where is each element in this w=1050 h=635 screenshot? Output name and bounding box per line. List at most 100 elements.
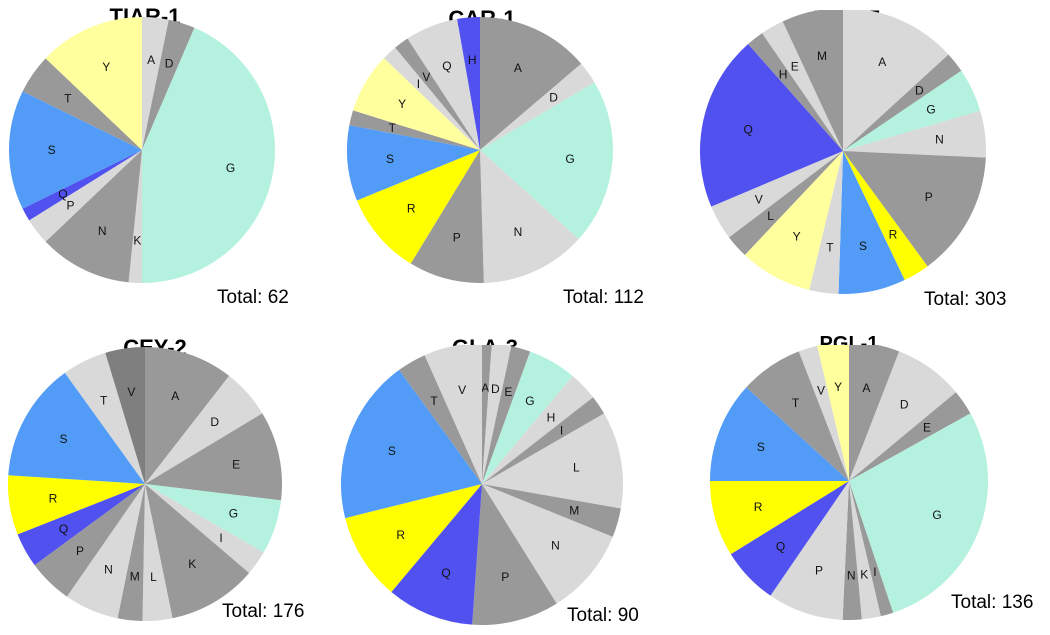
pie-slice-label-e: E (504, 385, 512, 399)
pie-slice-n (45, 150, 142, 283)
total-label-gla-3: Total: 90 (567, 605, 639, 626)
pie-slice-m (117, 484, 145, 621)
pie-slice-v (798, 345, 849, 481)
pie-slice-label-k: K (860, 567, 868, 581)
pie-slice-label-q: Q (776, 539, 785, 553)
pie-slice-label-r: R (396, 528, 405, 542)
pie-slice-label-d: D (915, 84, 924, 98)
pie-slice-label-p: P (453, 230, 461, 244)
pie-slice-r (710, 481, 849, 555)
pie-slice-p (34, 484, 145, 597)
pie-slice-g (145, 484, 282, 553)
pie-slice-label-n: N (935, 132, 944, 146)
pie-slice-label-i: I (873, 565, 876, 579)
pie-slice-label-s: S (757, 440, 765, 454)
pie-slice-g (849, 413, 988, 613)
pie-slice-e (145, 413, 282, 501)
pie-slice-label-a: A (481, 381, 489, 395)
pie-slice-d (843, 54, 962, 151)
pie-slice-label-s: S (859, 239, 867, 253)
pie-slice-s (341, 369, 482, 519)
pie-slice-label-d: D (210, 415, 219, 429)
pie-slice-label-a: A (878, 55, 886, 69)
pie-slice-l (482, 413, 624, 509)
pie-slice-h (482, 375, 594, 484)
pie-slice-t (399, 355, 482, 484)
pie-slice-d (480, 63, 595, 151)
pie-slice-q (700, 44, 843, 207)
pie-slice-label-a: A (147, 53, 155, 67)
pie-slice-label-g: G (932, 508, 941, 522)
pie-slice-label-t: T (64, 91, 72, 105)
pie-slice-n (842, 481, 862, 620)
pie-slice-y (45, 17, 142, 150)
pie-slice-label-g: G (926, 103, 935, 117)
pie-slice-p (410, 150, 484, 283)
pie-slice-label-r: R (889, 227, 898, 241)
pie-slice-label-p: P (815, 564, 823, 578)
pie-slice-label-p: P (925, 190, 933, 204)
pie-slice-d (482, 345, 512, 484)
total-label-car-1: Total: 112 (563, 287, 644, 308)
pie-slice-y (817, 345, 849, 481)
pie-slice-label-q: Q (442, 59, 451, 73)
pie-slice-h (748, 33, 843, 152)
pie-slice-n (66, 484, 145, 619)
pie-slice-label-a: A (514, 61, 522, 75)
pie-slice-label-p: P (501, 570, 509, 584)
pie-slice-l (728, 151, 843, 255)
pie-slice-t (349, 110, 480, 150)
pie-slice-t (746, 351, 849, 481)
pie-slice-e (482, 346, 531, 484)
pie-slice-label-q: Q (59, 522, 68, 536)
pie-slice-y (744, 151, 843, 290)
pie-slice-s (710, 387, 849, 481)
pie-slice-q (17, 484, 146, 566)
pie-slice-i (145, 484, 264, 574)
pie-slice-label-e: E (791, 60, 799, 74)
pie-slice-label-r: R (49, 492, 58, 506)
pie-slice-t (22, 58, 143, 151)
pie-slice-label-y: Y (834, 380, 842, 394)
pie-slice-y (353, 58, 480, 151)
pie-slice-label-h: H (779, 67, 788, 81)
pie-slice-label-d: D (900, 397, 909, 411)
pie-slice-a (849, 345, 900, 481)
pie-slice-q (407, 18, 480, 151)
pie-slice-p (843, 151, 986, 267)
pie-slice-label-t: T (389, 121, 397, 135)
pie-slice-label-q: Q (58, 187, 67, 201)
pie-slice-k (849, 481, 881, 620)
pie-slice-label-q: Q (744, 123, 753, 137)
pie-slice-label-h: H (547, 410, 556, 424)
pie-slice-label-k: K (133, 233, 141, 247)
pie-slice-k (145, 484, 250, 619)
pie-slice-g (482, 351, 573, 484)
pie-slice-d (142, 19, 195, 150)
pie-slice-i (482, 397, 605, 484)
pie-slice-s (8, 372, 146, 484)
pie-slice-d (145, 375, 263, 484)
pie-slice-label-m: M (817, 49, 827, 63)
pie-slice-p (770, 481, 849, 620)
pie-slice-label-r: R (754, 500, 763, 514)
pie-slice-q (730, 481, 849, 596)
pie-slice-n (482, 484, 613, 604)
pie-slice-label-k: K (188, 557, 196, 571)
pie-slice-g (480, 82, 614, 240)
pie-slice-h (457, 16, 480, 150)
pie-slice-label-i: I (560, 423, 563, 437)
pie-slice-n (480, 150, 579, 283)
pie-slice-m (482, 484, 621, 537)
pie-slice-v (105, 347, 145, 484)
pie-slice-label-l: L (150, 570, 157, 584)
pie-slice-a (480, 17, 582, 150)
pie-slice-label-i: I (219, 531, 222, 545)
pie-chart-mex-5: A DG N P R S T Y LV Q HE M (700, 10, 986, 294)
pie-slice-label-s: S (386, 152, 394, 166)
pie-slice-t (64, 352, 145, 484)
pie-slice-label-g: G (226, 161, 235, 175)
pie-chart-tiar-1: A D G K N PQ S T Y (8, 16, 275, 284)
